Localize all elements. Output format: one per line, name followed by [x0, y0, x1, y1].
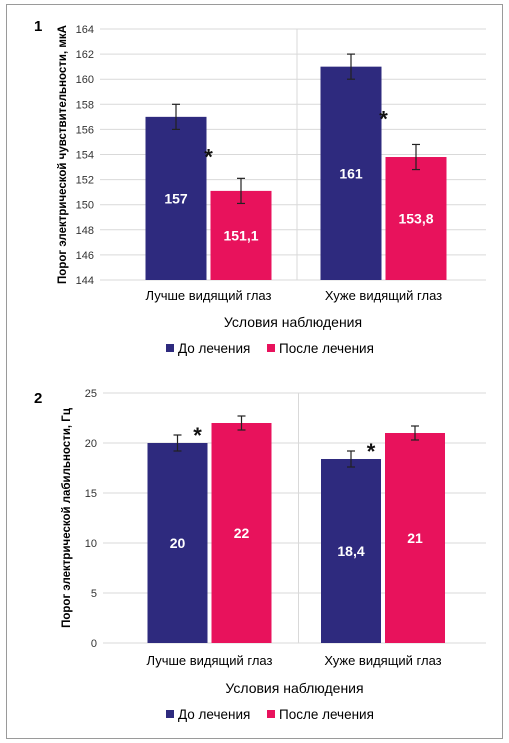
panel2-data-label: 22 — [234, 525, 250, 541]
panel2-legend-swatch — [166, 710, 174, 718]
panel2-bar-after — [211, 423, 272, 643]
panel1-legend-swatch — [267, 344, 275, 352]
panel2-x-category-label: Лучше видящий глаз — [147, 653, 273, 668]
panel2-panel-label: 2 — [34, 390, 42, 407]
panel2-y-tick-label: 0 — [91, 638, 97, 650]
panel1-data-label: 161 — [339, 165, 363, 181]
panel2-y-tick-label: 25 — [85, 388, 97, 400]
panel1-bar-before — [145, 116, 207, 280]
panel1-x-axis-title: Условия наблюдения — [224, 314, 362, 330]
panel1-legend-label: До лечения — [178, 341, 250, 356]
panel2-data-label: 21 — [407, 530, 423, 546]
panel1-panel-label: 1 — [34, 18, 42, 35]
panel1-y-tick-label: 160 — [76, 74, 94, 86]
panel2-data-label: 18,4 — [337, 543, 364, 559]
panel1-legend-swatch — [166, 344, 174, 352]
panel2-y-tick-label: 10 — [85, 538, 97, 550]
panel1-bar-after — [385, 157, 447, 280]
panel1-data-label: 153,8 — [398, 211, 433, 227]
panel1-y-tick-label: 146 — [76, 250, 94, 262]
panel1-data-label: 157 — [164, 190, 188, 206]
panel1-y-tick-label: 154 — [76, 150, 94, 162]
panel2-y-tick-label: 15 — [85, 488, 97, 500]
panel2-x-axis-title: Условия наблюдения — [225, 680, 363, 696]
panel2-significance-marker: * — [193, 423, 202, 448]
panel1-bar-after — [210, 190, 272, 280]
panel1-y-tick-label: 156 — [76, 124, 94, 136]
panel1-y-tick-label: 164 — [76, 24, 94, 36]
panel1-bar-before — [320, 66, 382, 281]
panel2-bar-before — [321, 459, 381, 643]
panel2-data-label: 20 — [170, 535, 186, 551]
panel1-significance-marker: * — [204, 144, 213, 169]
panel1-significance-marker: * — [379, 106, 388, 131]
panel1-legend-label: После лечения — [279, 341, 374, 356]
panel1-y-tick-label: 152 — [76, 175, 94, 187]
panel2-significance-marker: * — [367, 439, 376, 464]
panel2-legend-label: До лечения — [178, 707, 250, 722]
figure-frame — [6, 4, 503, 739]
panel1-y-tick-label: 150 — [76, 200, 94, 212]
panel2-bar-after — [385, 433, 445, 643]
panel2-y-tick-label: 5 — [91, 588, 97, 600]
panel2-y-tick-label: 20 — [85, 438, 97, 450]
panel1-y-tick-label: 144 — [76, 275, 94, 287]
panel2-legend-label: После лечения — [279, 707, 374, 722]
panel1-y-tick-label: 148 — [76, 225, 94, 237]
panel1-data-label: 151,1 — [223, 227, 258, 243]
panel1-x-category-label: Хуже видящий глаз — [325, 288, 442, 303]
panel2-y-axis-title: Порог электрической лабильности, Гц — [61, 408, 73, 628]
panel1-y-tick-label: 162 — [76, 49, 94, 61]
panel1-y-axis-title: Порог электрической чувствительности, мк… — [57, 25, 69, 284]
panel2-bar-before — [147, 443, 208, 643]
panel2-legend-swatch — [267, 710, 275, 718]
panel1-x-category-label: Лучше видящий глаз — [146, 288, 272, 303]
panel2-x-category-label: Хуже видящий глаз — [324, 653, 441, 668]
panel1-y-tick-label: 158 — [76, 99, 94, 111]
